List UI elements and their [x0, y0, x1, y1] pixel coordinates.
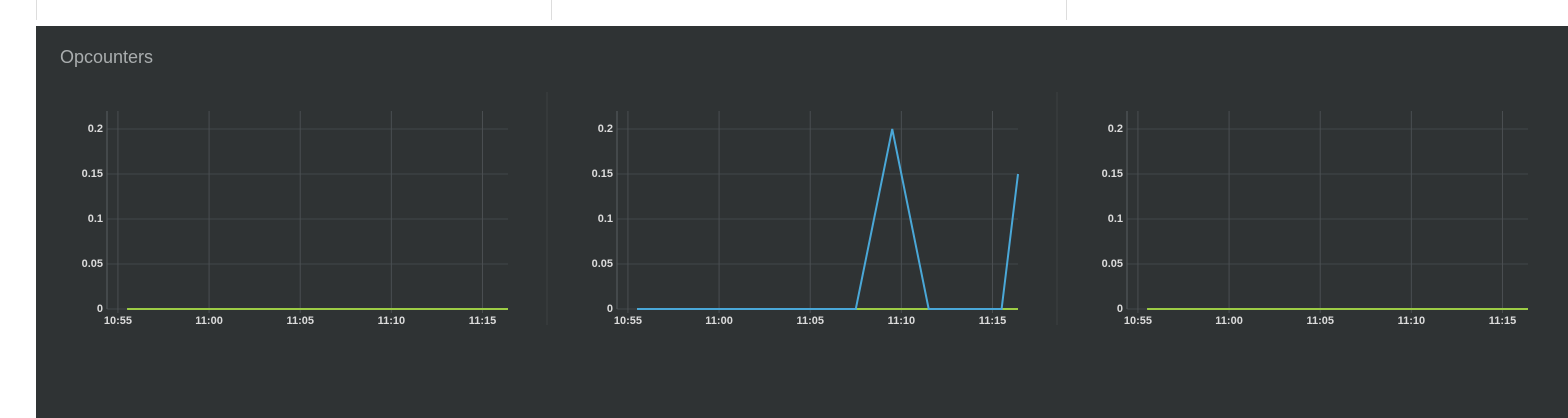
x-tick-label: 11:00 [705, 315, 733, 327]
y-tick-label: 0.2 [88, 123, 103, 135]
x-tick-label: 11:10 [888, 315, 916, 327]
top-strip [0, 0, 1568, 26]
x-tick-label: 11:05 [1306, 315, 1334, 327]
panel-title: Opcounters [60, 47, 153, 67]
y-tick-label: 0.15 [592, 168, 613, 180]
y-tick-label: 0.2 [1108, 123, 1123, 135]
y-tick-label: 0.15 [82, 168, 103, 180]
y-tick-label: 0.05 [1102, 258, 1123, 270]
y-tick-label: 0.05 [592, 258, 613, 270]
x-tick-label: 10:55 [1124, 315, 1152, 327]
y-tick-label: 0.15 [1102, 168, 1123, 180]
y-tick-label: 0.1 [1108, 213, 1123, 225]
x-tick-label: 11:05 [286, 315, 314, 327]
y-tick-label: 0 [1117, 303, 1123, 315]
x-tick-label: 11:10 [1398, 315, 1426, 327]
panel [36, 26, 1568, 418]
x-tick-label: 10:55 [614, 315, 642, 327]
y-tick-label: 0.05 [82, 258, 103, 270]
y-tick-label: 0.1 [88, 213, 103, 225]
x-tick-label: 11:00 [195, 315, 223, 327]
x-tick-label: 10:55 [104, 315, 132, 327]
x-tick-label: 11:15 [979, 315, 1007, 327]
x-tick-label: 11:00 [1215, 315, 1243, 327]
series-line [637, 128, 1019, 310]
y-tick-label: 0.2 [598, 123, 613, 135]
x-tick-label: 11:15 [1489, 315, 1517, 327]
x-tick-label: 11:10 [378, 315, 406, 327]
x-tick-label: 11:15 [469, 315, 497, 327]
y-tick-label: 0.1 [598, 213, 613, 225]
y-tick-label: 0 [607, 303, 613, 315]
y-tick-label: 0 [97, 303, 103, 315]
x-tick-label: 11:05 [796, 315, 824, 327]
